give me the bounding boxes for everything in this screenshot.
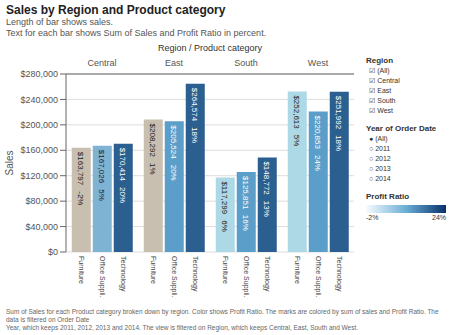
svg-text:$160,000: $160,000 bbox=[20, 145, 58, 155]
html-text:Region / Product category: Region / Product category bbox=[158, 43, 262, 53]
html-text:☑ (All): ☑ (All) bbox=[369, 67, 390, 74]
html-text:☑ West: ☑ West bbox=[369, 107, 393, 114]
svg-text:$120,000: $120,000 bbox=[20, 171, 58, 181]
html-text:Year, which keeps 2011, 2012,: Year, which keeps 2011, 2012, 2013 and 2… bbox=[6, 324, 359, 331]
html-text:☑ Central: ☑ Central bbox=[369, 77, 400, 84]
html-text:Text for each bar shows Sum of: Text for each bar shows Sum of Sales and… bbox=[6, 28, 267, 38]
svg-text:$40,000: $40,000 bbox=[25, 222, 58, 232]
svg-text:Sales: Sales bbox=[8, 150, 15, 175]
html-text:○ 2013: ○ 2013 bbox=[369, 165, 391, 172]
svg-text:Technology: Technology bbox=[335, 256, 343, 292]
svg-text:Technology: Technology bbox=[191, 256, 199, 292]
svg-text:West: West bbox=[308, 58, 329, 68]
svg-text:$148,77213%: $148,77213% bbox=[263, 161, 272, 216]
svg-text:Office Suppli.: Office Suppli. bbox=[242, 256, 250, 298]
svg-text:$208,2921%: $208,2921% bbox=[149, 124, 158, 175]
html-text:○ 2014: ○ 2014 bbox=[369, 175, 391, 182]
html-text:Sum of Sales for each Product: Sum of Sales for each Product category b… bbox=[6, 308, 439, 323]
svg-text:$117,2996%: $117,2996% bbox=[221, 181, 230, 231]
svg-text:$205,52420%: $205,52420% bbox=[170, 125, 179, 180]
svg-text:Office Suppli.: Office Suppli. bbox=[98, 256, 106, 298]
html-text:☑ East: ☑ East bbox=[369, 87, 392, 94]
svg-text:$200,000: $200,000 bbox=[20, 120, 58, 130]
svg-text:Furniture: Furniture bbox=[222, 256, 229, 284]
svg-text:$0: $0 bbox=[48, 247, 58, 257]
svg-text:$252,6135%: $252,6135% bbox=[293, 95, 302, 146]
svg-text:$167,0265%: $167,0265% bbox=[98, 150, 107, 201]
svg-text:Furniture: Furniture bbox=[150, 256, 157, 284]
svg-text:Technology: Technology bbox=[119, 256, 127, 292]
html-text:-2%: -2% bbox=[366, 214, 379, 221]
html-text:24%: 24% bbox=[432, 214, 446, 221]
svg-text:$264,57418%: $264,57418% bbox=[191, 88, 200, 143]
html-text:● (All): ● (All) bbox=[369, 135, 388, 142]
html-text:Year of Order Date: Year of Order Date bbox=[366, 124, 437, 133]
html-text:☑ South: ☑ South bbox=[369, 97, 396, 104]
svg-text:South: South bbox=[234, 58, 258, 68]
svg-text:$280,000: $280,000 bbox=[20, 69, 58, 79]
svg-text:Central: Central bbox=[87, 58, 116, 68]
html-text:Region: Region bbox=[366, 56, 394, 65]
html-text:Length of bar shows sales.: Length of bar shows sales. bbox=[6, 17, 114, 27]
svg-text:$163,797-2%: $163,797-2% bbox=[77, 152, 86, 206]
svg-text:Office Suppli.: Office Suppli. bbox=[314, 256, 322, 298]
svg-text:Furniture: Furniture bbox=[294, 256, 301, 284]
svg-text:$220,85324%: $220,85324% bbox=[314, 116, 323, 171]
html-text:Sales by Region and Product ca: Sales by Region and Product category bbox=[6, 3, 226, 17]
svg-text:Technology: Technology bbox=[263, 256, 271, 292]
html-text:Profit Ratio: Profit Ratio bbox=[366, 192, 410, 201]
svg-text:East: East bbox=[165, 58, 184, 68]
svg-text:Furniture: Furniture bbox=[78, 256, 85, 284]
html-text:○ 2012: ○ 2012 bbox=[369, 155, 391, 162]
html-text:○ 2011: ○ 2011 bbox=[369, 145, 391, 152]
svg-text:$80,000: $80,000 bbox=[25, 196, 58, 206]
svg-text:$240,000: $240,000 bbox=[20, 95, 58, 105]
svg-text:$251,99218%: $251,99218% bbox=[335, 96, 344, 151]
svg-text:Office Suppli.: Office Suppli. bbox=[170, 256, 178, 298]
svg-text:$170,41420%: $170,41420% bbox=[119, 148, 128, 203]
svg-text:$125,85116%: $125,85116% bbox=[242, 176, 251, 231]
